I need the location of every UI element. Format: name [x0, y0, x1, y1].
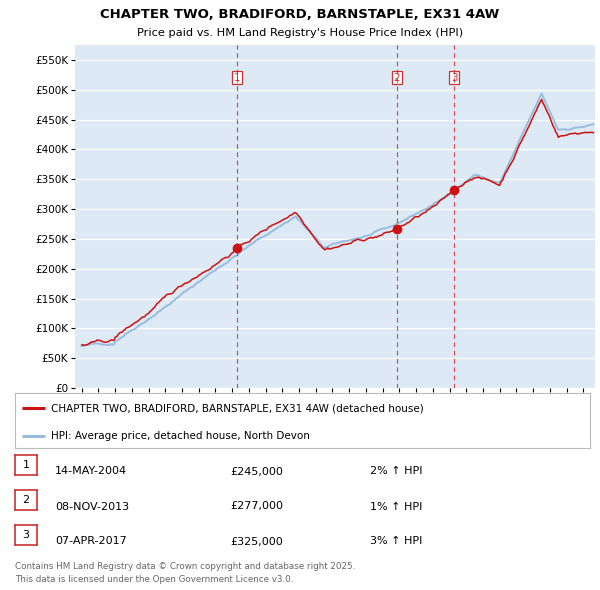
- Text: This data is licensed under the Open Government Licence v3.0.: This data is licensed under the Open Gov…: [15, 575, 293, 584]
- Text: 3: 3: [23, 530, 29, 540]
- Text: £245,000: £245,000: [230, 467, 283, 477]
- Text: Price paid vs. HM Land Registry's House Price Index (HPI): Price paid vs. HM Land Registry's House …: [137, 28, 463, 38]
- Text: 07-APR-2017: 07-APR-2017: [55, 536, 127, 546]
- Text: 1% ↑ HPI: 1% ↑ HPI: [370, 502, 422, 512]
- Text: 2: 2: [394, 73, 400, 83]
- Text: CHAPTER TWO, BRADIFORD, BARNSTAPLE, EX31 4AW (detached house): CHAPTER TWO, BRADIFORD, BARNSTAPLE, EX31…: [51, 404, 424, 414]
- Text: 2% ↑ HPI: 2% ↑ HPI: [370, 467, 422, 477]
- Text: CHAPTER TWO, BRADIFORD, BARNSTAPLE, EX31 4AW: CHAPTER TWO, BRADIFORD, BARNSTAPLE, EX31…: [100, 8, 500, 21]
- Text: Contains HM Land Registry data © Crown copyright and database right 2025.: Contains HM Land Registry data © Crown c…: [15, 562, 355, 571]
- Text: 08-NOV-2013: 08-NOV-2013: [55, 502, 129, 512]
- Text: 1: 1: [23, 460, 29, 470]
- Text: 2: 2: [22, 495, 29, 505]
- Text: 3% ↑ HPI: 3% ↑ HPI: [370, 536, 422, 546]
- Text: £277,000: £277,000: [230, 502, 283, 512]
- Text: HPI: Average price, detached house, North Devon: HPI: Average price, detached house, Nort…: [51, 431, 310, 441]
- Text: £325,000: £325,000: [230, 536, 283, 546]
- Text: 3: 3: [451, 73, 457, 83]
- Text: 14-MAY-2004: 14-MAY-2004: [55, 467, 127, 477]
- Text: 1: 1: [234, 73, 241, 83]
